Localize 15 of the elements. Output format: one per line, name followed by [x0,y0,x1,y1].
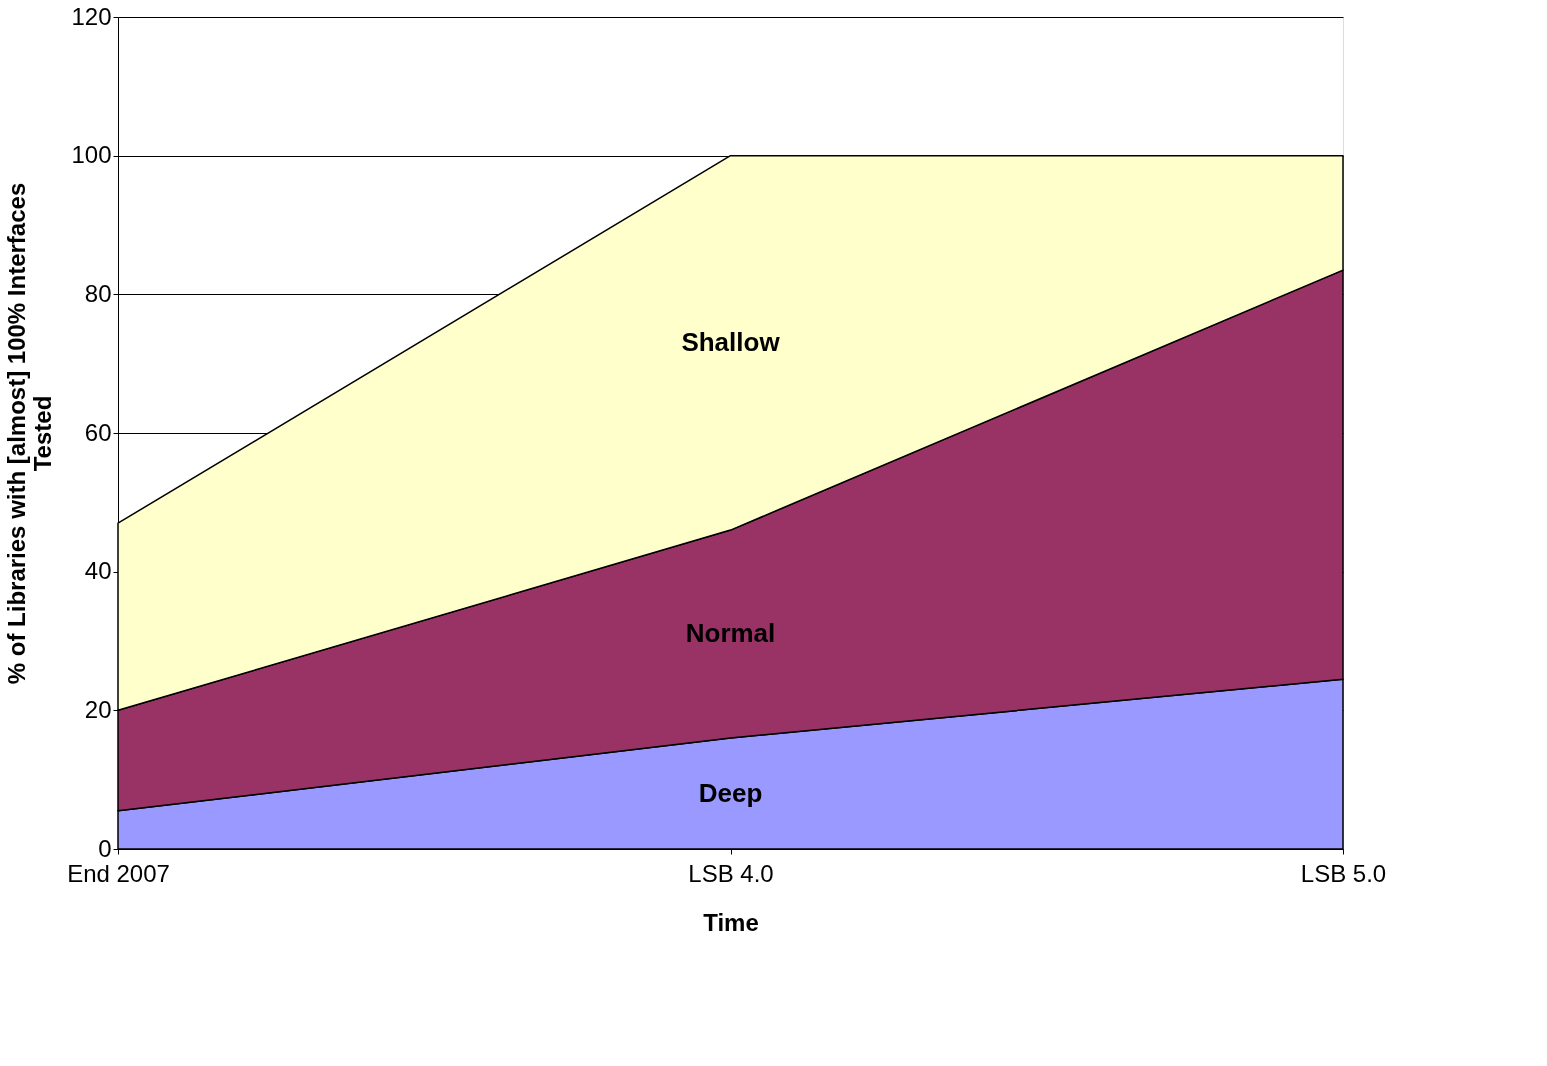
y-tick-label: 60 [84,418,112,446]
y-tick-label: 40 [84,557,112,585]
x-tick-label: LSB 5.0 [1300,859,1387,887]
y-tick-label: 20 [84,695,112,723]
series-label: Shallow [681,326,781,357]
x-axis-title: Time [703,908,759,936]
y-tick-label: 80 [84,279,112,307]
y-tick-label: 0 [98,834,112,862]
series-label: Deep [698,777,763,808]
series-label: Normal [685,618,776,649]
x-tick-label: End 2007 [67,859,170,887]
y-tick-label: 100 [71,141,112,169]
x-tick-label: LSB 4.0 [688,859,774,887]
y-axis-title: % of Libraries with [almost] 100% Interfaces Tested [3,182,57,685]
y-tick-label: 120 [71,2,112,30]
